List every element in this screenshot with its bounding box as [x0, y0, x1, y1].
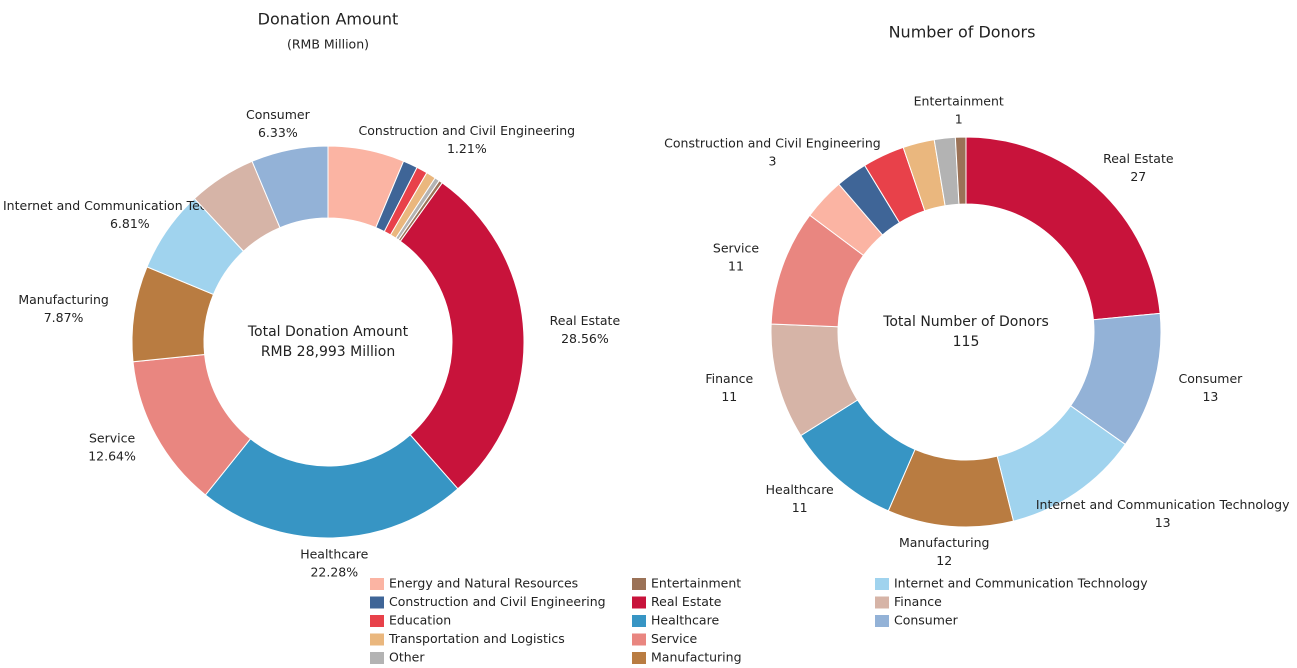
- slice-value-label: 6.33%: [258, 125, 298, 140]
- slice-label: Healthcare: [766, 482, 834, 497]
- slice-value-label: 11: [721, 389, 737, 404]
- slice-value-label: 13: [1155, 515, 1171, 530]
- legend-label: Service: [651, 631, 698, 646]
- legend-swatch: [632, 615, 646, 627]
- slice-label: Internet and Communication Technology: [1036, 497, 1290, 512]
- slice-label: Manufacturing: [899, 535, 990, 550]
- legend-swatch: [875, 596, 889, 609]
- legend-label: Construction and Civil Engineering: [389, 594, 606, 609]
- chart-title: Donation Amount: [258, 10, 399, 29]
- slice-value-label: 1.21%: [447, 141, 487, 156]
- legend-label: Consumer: [894, 613, 959, 628]
- legend-swatch: [370, 578, 384, 590]
- legend-swatch: [632, 633, 646, 646]
- donut-slice: [251, 145, 329, 229]
- legend-swatch: [632, 596, 646, 609]
- slice-label: Construction and Civil Engineering: [359, 123, 576, 138]
- slice-label: Consumer: [246, 107, 311, 122]
- legend-label: Real Estate: [651, 594, 722, 609]
- center-label: RMB 28,993 Million: [261, 344, 395, 360]
- slice-value-label: 11: [792, 500, 808, 515]
- slice-value-label: 11: [728, 258, 744, 273]
- legend-swatch: [875, 578, 889, 590]
- legend-label: Entertainment: [651, 576, 741, 591]
- slice-value-label: 22.28%: [310, 564, 358, 579]
- legend-label: Transportation and Logistics: [388, 631, 565, 646]
- slice-label: Entertainment: [914, 94, 1004, 109]
- slice-label: Construction and Civil Engineering: [664, 136, 881, 151]
- slice-label: Real Estate: [550, 313, 621, 328]
- slice-value-label: 13: [1202, 389, 1218, 404]
- slice-label: Real Estate: [1103, 151, 1174, 166]
- center-label: 115: [953, 334, 980, 350]
- legend-label: Finance: [894, 594, 942, 609]
- slice-value-label: 28.56%: [561, 331, 609, 346]
- slice-label: Finance: [705, 371, 753, 386]
- slice-value-label: 27: [1130, 169, 1146, 184]
- slice-label: Internet and Communication Technology: [3, 198, 257, 213]
- donut-slice: [204, 434, 459, 539]
- legend-label: Education: [389, 613, 451, 628]
- slice-value-label: 12.64%: [88, 449, 136, 464]
- legend-swatch: [632, 652, 646, 664]
- slice-value-label: 1: [955, 112, 963, 127]
- legend-swatch: [370, 652, 384, 664]
- legend-swatch: [370, 596, 384, 609]
- donut-slice: [954, 136, 967, 205]
- legend-label: Internet and Communication Technology: [894, 576, 1148, 591]
- slice-value-label: 3: [768, 154, 776, 169]
- slice-value-label: 6.81%: [110, 216, 150, 231]
- slice-label: Healthcare: [300, 546, 368, 561]
- legend-swatch: [632, 578, 646, 590]
- slice-label: Service: [713, 240, 760, 255]
- slice-label: Manufacturing: [18, 292, 109, 307]
- legend-swatch: [370, 633, 384, 646]
- legend-label: Other: [389, 650, 425, 665]
- center-label: Total Donation Amount: [247, 324, 409, 340]
- legend-label: Manufacturing: [651, 650, 742, 665]
- legend-label: Energy and Natural Resources: [389, 576, 578, 591]
- slice-label: Service: [89, 431, 136, 446]
- slice-label: Consumer: [1179, 371, 1244, 386]
- chart-title: Number of Donors: [889, 23, 1036, 42]
- slice-value-label: 12: [936, 553, 952, 568]
- donut-slice: [399, 182, 525, 490]
- legend-swatch: [370, 615, 384, 627]
- center-label: Total Number of Donors: [882, 314, 1049, 330]
- legend-label: Healthcare: [651, 613, 719, 628]
- slice-value-label: 7.87%: [44, 310, 84, 325]
- legend-swatch: [875, 615, 889, 627]
- chart-subtitle: (RMB Million): [287, 37, 369, 52]
